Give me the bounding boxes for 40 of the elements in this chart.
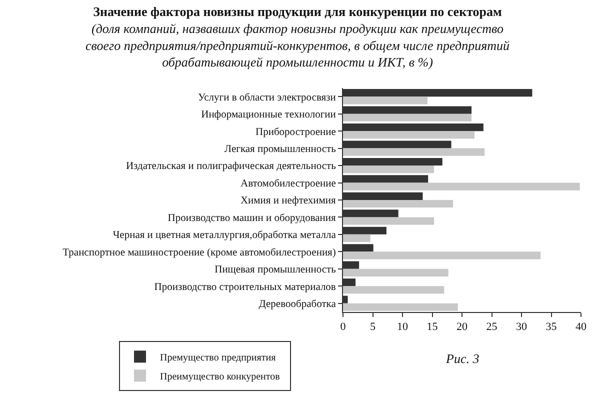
x-tick-label: 30	[516, 321, 528, 334]
x-tick-label: 25	[486, 321, 498, 334]
y-tick-label: Автомобилестроение	[240, 178, 336, 190]
x-tick-label: 35	[546, 321, 558, 334]
bar	[343, 268, 448, 276]
chart-title: Значение фактора новизны продукции для конкуренции по секторам	[93, 4, 502, 19]
bar	[343, 303, 458, 311]
y-tick-label: Информационные технологии	[201, 110, 336, 121]
bar	[343, 286, 444, 294]
y-tick-label: Приборостроение	[256, 126, 336, 138]
legend-label: Премущество предприятия	[160, 352, 276, 364]
text: Рис. 3	[445, 351, 480, 366]
bar	[343, 166, 434, 174]
chart-subtitle: (доля компаний, назвавших фактор новизны продукции как преимущество своего предприятия/предприятий-конкурентов, в общем числе предприятий обрабатывающей промышленности и ИКТ, в %)	[85, 20, 510, 70]
bar	[343, 182, 580, 190]
y-tick-label: Пищевая промышленность	[214, 264, 336, 276]
x-tick-label: 0	[340, 321, 346, 334]
bar	[343, 217, 434, 225]
x-tick-label: 40	[576, 321, 587, 334]
y-tick-label: Услуги в области электросвязи	[198, 92, 336, 104]
y-tick-label: Легкая промышленность	[224, 144, 336, 155]
bar	[343, 200, 454, 208]
y-tick-label: Производство машин и оборудования	[168, 212, 336, 224]
y-tick-label: Издательская и полиграфическая деятельность	[126, 161, 336, 172]
x-tick-label: 5	[370, 321, 376, 334]
y-tick-label: Транспортное машиностроение (кроме автомобилестроения)	[62, 247, 336, 258]
bar	[343, 131, 474, 139]
y-tick-label: Производство строительных материалов	[154, 282, 336, 293]
bar	[343, 114, 472, 122]
legend-label: Преимущество конкурентов	[160, 372, 280, 383]
bar	[343, 252, 541, 260]
y-tick-label: Химия и нефтехимия	[240, 196, 336, 207]
x-tick-label: 20	[456, 321, 468, 334]
y-tick-label: Деревообработка	[258, 299, 336, 310]
bar	[343, 96, 428, 104]
bar	[343, 148, 485, 156]
bar	[343, 234, 370, 242]
x-tick-label: 15	[426, 321, 438, 334]
x-tick-label: 10	[397, 321, 408, 334]
y-tick-label: Черная и цветная металлургия,обработка металла	[112, 230, 336, 242]
